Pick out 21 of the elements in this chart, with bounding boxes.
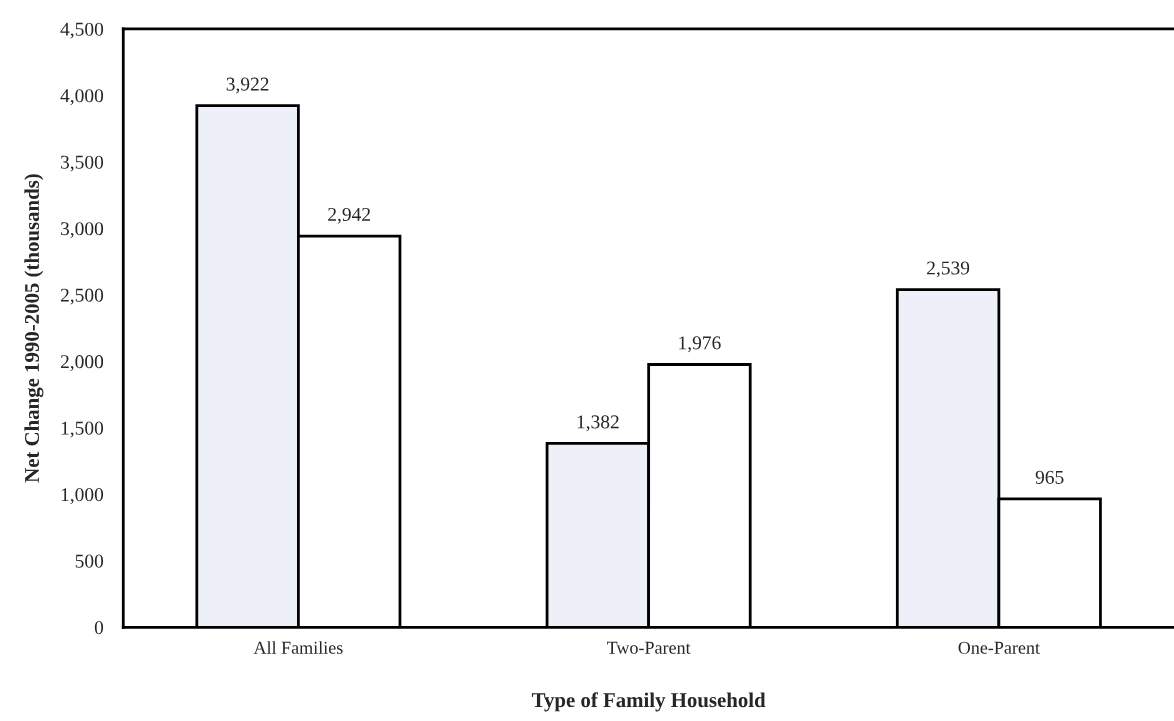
data-label: 1,382 [577, 415, 619, 432]
y-tick-label: 4,000 [60, 89, 104, 106]
data-label: 2,942 [328, 207, 370, 224]
data-label: 3,922 [226, 77, 269, 94]
y-tick-label: 0 [94, 621, 104, 635]
y-tick-label: 500 [75, 554, 104, 568]
data-label: 1,976 [679, 336, 721, 353]
y-tick-label: 3,500 [61, 155, 104, 172]
x-tick-label: One-Parent [958, 641, 1040, 654]
y-tick-label: 3,000 [61, 222, 104, 239]
y-axis-title: Net Change 1990-2005 (thousands) [24, 174, 44, 483]
data-label: 2,539 [927, 261, 970, 278]
y-tick-label: 2,500 [60, 288, 104, 305]
x-axis-title: Type of Family Household [531, 692, 766, 712]
x-tick-label: All Families [253, 641, 343, 654]
data-label: 965 [1035, 470, 1064, 484]
y-tick-label: 1,000 [61, 488, 104, 505]
y-tick-label: 1,500 [61, 421, 104, 438]
y-tick-label: 2,000 [60, 355, 104, 372]
x-tick-label: Two-Parent [606, 641, 691, 654]
y-tick-label: 4,500 [60, 22, 104, 39]
